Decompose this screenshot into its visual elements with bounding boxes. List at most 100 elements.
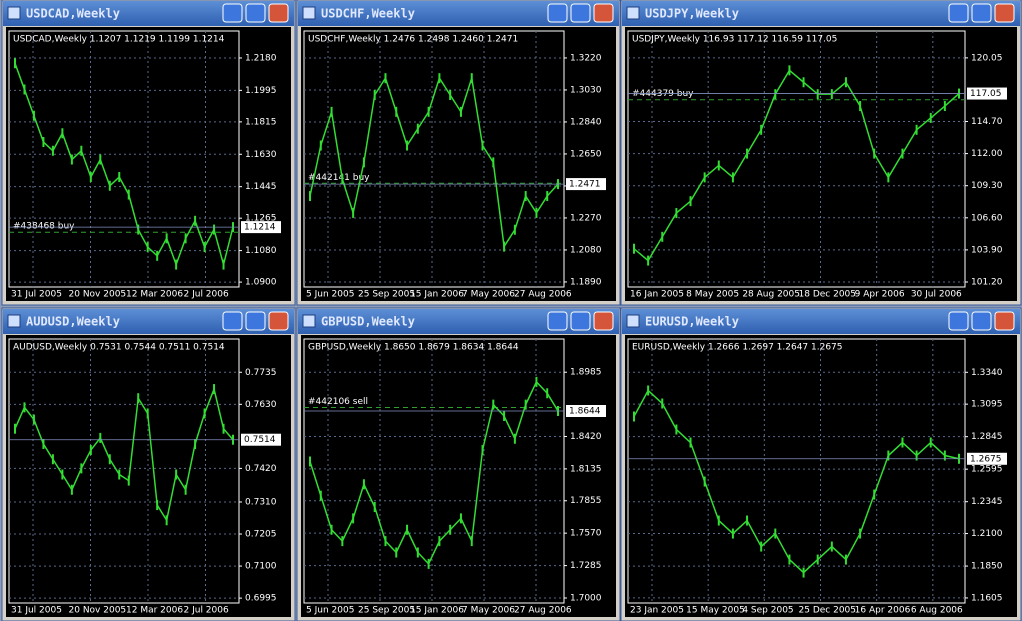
x-tick-label: 8 May 2005 <box>686 290 739 300</box>
y-tick-label: 101.20 <box>971 278 1003 288</box>
price-label: 117.05 <box>970 89 1002 99</box>
x-tick-label: 5 Jun 2005 <box>306 606 354 616</box>
price-label: 1.2675 <box>970 454 1002 464</box>
window-title: AUDUSD,Weekly <box>26 315 120 329</box>
x-tick-label: 18 Dec 2005 <box>799 290 857 300</box>
y-tick-label: 106.60 <box>971 213 1003 223</box>
window-title: EURUSD,Weekly <box>645 315 739 329</box>
order-label: #442141 buy <box>308 173 370 183</box>
y-tick-label: 0.7630 <box>245 400 277 410</box>
minimize-button[interactable] <box>948 311 969 331</box>
x-tick-label: 16 Jan 2005 <box>630 290 684 300</box>
y-tick-label: 1.2100 <box>971 529 1003 539</box>
minimize-button[interactable] <box>547 311 568 331</box>
x-tick-label: 2 Jul 2006 <box>184 290 229 300</box>
chart-window: USDCAD,Weekly 1.2180 1.1995 1.1815 1.1630 1.1… <box>1 0 296 306</box>
x-tick-label: 25 Dec 2005 <box>799 606 857 616</box>
y-tick-label: 1.1850 <box>971 562 1003 572</box>
y-tick-label: 1.7570 <box>570 529 602 539</box>
y-tick-label: 1.1265 <box>245 214 277 224</box>
price-label: 1.1214 <box>244 223 276 233</box>
y-tick-label: 0.6995 <box>245 594 277 604</box>
close-button[interactable] <box>268 311 289 331</box>
plot-area <box>8 338 240 604</box>
price-box <box>566 178 606 191</box>
maximize-button[interactable] <box>570 311 591 331</box>
price-line <box>309 76 559 249</box>
y-tick-label: 0.7310 <box>245 497 277 507</box>
x-tick-label: 23 Jan 2005 <box>630 606 684 616</box>
y-tick-label: 120.05 <box>971 53 1003 63</box>
maximize-button[interactable] <box>570 3 591 23</box>
price-label: 0.7514 <box>244 435 276 445</box>
price-label: 1.2471 <box>569 180 601 190</box>
x-tick-label: 2 Jul 2006 <box>184 606 229 616</box>
chart-header: EURUSD,Weekly 1.2666 1.2697 1.2647 1.267… <box>632 343 843 353</box>
close-button[interactable] <box>268 3 289 23</box>
window-icon <box>302 314 316 328</box>
x-tick-label: 9 Apr 2006 <box>855 290 905 300</box>
y-tick-label: 1.3340 <box>971 368 1003 378</box>
y-tick-label: 1.7000 <box>570 593 602 603</box>
y-tick-label: 1.2080 <box>570 245 602 255</box>
maximize-button[interactable] <box>971 3 992 23</box>
order-label: #438468 buy <box>13 222 75 232</box>
window-icon <box>7 6 21 20</box>
window-title: GBPUSD,Weekly <box>321 315 415 329</box>
close-button[interactable] <box>994 3 1015 23</box>
minimize-button[interactable] <box>222 311 243 331</box>
y-tick-label: 109.30 <box>971 181 1003 191</box>
price-line <box>14 386 234 523</box>
y-tick-label: 1.1605 <box>971 593 1003 603</box>
x-tick-label: 12 Mar 2006 <box>126 606 183 616</box>
maximize-button[interactable] <box>245 311 266 331</box>
y-tick-label: 1.0900 <box>245 278 277 288</box>
price-box <box>241 221 281 234</box>
x-tick-label: 20 Nov 2005 <box>69 290 127 300</box>
y-tick-label: 1.8135 <box>570 464 602 474</box>
price-line <box>633 389 960 574</box>
price-line <box>14 62 234 268</box>
y-tick-label: 1.2595 <box>971 465 1003 475</box>
y-tick-label: 1.1995 <box>245 86 277 96</box>
plot-area <box>303 30 565 288</box>
plot-area <box>8 30 240 288</box>
chart-header: USDCHF,Weekly 1.2476 1.2498 1.2460 1.247… <box>308 35 518 45</box>
price-box <box>241 433 281 446</box>
x-tick-label: 25 Sep 2005 <box>358 606 415 616</box>
chart-header: GBPUSD,Weekly 1.8650 1.8679 1.8634 1.864… <box>308 343 519 353</box>
close-button[interactable] <box>593 311 614 331</box>
price-box <box>566 405 606 417</box>
y-tick-label: 1.1080 <box>245 246 277 256</box>
y-tick-label: 1.7855 <box>570 496 602 506</box>
minimize-button[interactable] <box>547 3 568 23</box>
chart-panel <box>6 27 291 301</box>
close-button[interactable] <box>593 3 614 23</box>
x-tick-label: 16 Apr 2006 <box>855 606 911 616</box>
chart-window: GBPUSD,Weekly 1.8985 1.8420 1.8135 1.7855 1.7… <box>296 307 621 621</box>
minimize-button[interactable] <box>222 3 243 23</box>
minimize-button[interactable] <box>948 3 969 23</box>
maximize-button[interactable] <box>971 311 992 331</box>
x-tick-label: 31 Jul 2005 <box>11 606 62 616</box>
price-box <box>967 87 1007 100</box>
chart-window: USDCHF,Weekly 1.3220 1.3030 1.2840 1.2650 1.2… <box>296 0 621 306</box>
order-label: #442106 sell <box>308 397 368 407</box>
window-icon <box>7 314 21 328</box>
y-tick-label: 1.1890 <box>570 277 602 287</box>
chart-panel <box>625 27 1017 301</box>
x-tick-label: 27 Aug 2006 <box>514 606 572 616</box>
y-tick-label: 1.2845 <box>971 432 1003 442</box>
price-box <box>967 452 1007 465</box>
chart-panel <box>301 335 616 617</box>
close-button[interactable] <box>994 311 1015 331</box>
x-tick-label: 5 Jun 2005 <box>306 290 354 300</box>
x-tick-label: 7 May 2006 <box>462 606 515 616</box>
maximize-button[interactable] <box>245 3 266 23</box>
y-tick-label: 1.2840 <box>570 117 602 127</box>
plot-area <box>627 338 966 604</box>
y-tick-label: 0.7735 <box>245 368 277 378</box>
y-tick-label: 1.2650 <box>570 149 602 159</box>
y-tick-label: 0.7205 <box>245 530 277 540</box>
